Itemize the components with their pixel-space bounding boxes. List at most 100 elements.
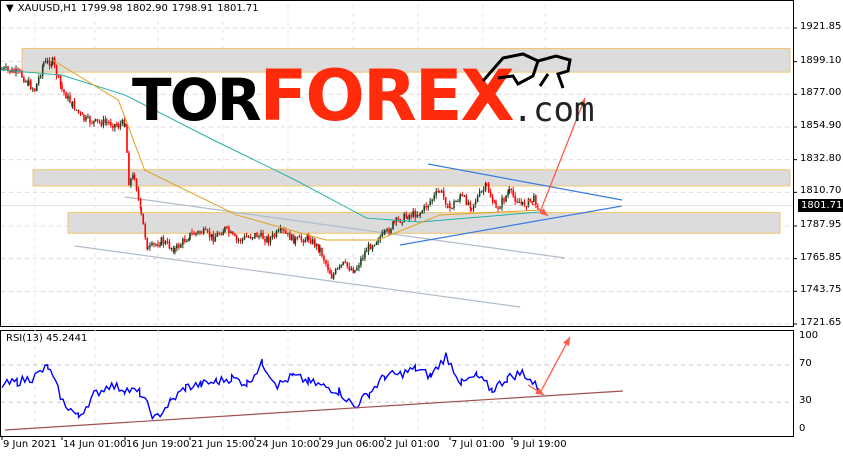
time-tick-label: 24 Jun 10:00	[256, 439, 320, 450]
price-candle	[344, 261, 347, 263]
price-candle	[437, 191, 440, 193]
price-candle	[133, 175, 136, 179]
triangle-line-upper	[427, 163, 623, 201]
price-candle	[176, 244, 178, 249]
price-candle	[373, 244, 376, 246]
price-candle	[159, 245, 161, 247]
price-candle	[350, 268, 353, 271]
price-candle	[199, 231, 201, 233]
price-candle	[279, 228, 282, 231]
triangle-down-icon[interactable]: ▼	[6, 3, 14, 14]
price-candle	[470, 208, 473, 210]
price-candle	[533, 195, 535, 202]
price-candle	[166, 241, 169, 243]
price-candle	[164, 241, 167, 244]
logo-forex: FOREX	[259, 55, 515, 137]
price-candle	[423, 205, 426, 211]
price-candle	[27, 80, 29, 86]
price-candle	[35, 83, 38, 92]
price-candle	[348, 266, 351, 271]
price-candle	[180, 244, 182, 248]
price-candle	[137, 190, 140, 199]
price-candle	[336, 268, 339, 270]
price-candle	[472, 204, 475, 209]
price-candle	[100, 121, 103, 126]
price-candle	[275, 231, 278, 237]
price-candle	[457, 201, 459, 203]
price-candle	[29, 80, 32, 90]
support-resistance-zone	[21, 47, 791, 73]
price-candle	[401, 222, 404, 224]
price-candle	[429, 201, 432, 206]
price-candle	[408, 215, 411, 219]
price-candle	[467, 202, 470, 205]
price-candle	[210, 234, 213, 238]
price-candle	[77, 109, 80, 113]
price-candle	[214, 236, 217, 242]
price-candle	[37, 77, 40, 84]
price-candle	[91, 122, 93, 124]
price-candle	[264, 239, 266, 242]
price-candle	[193, 233, 195, 235]
forecast-arrow-up-head	[578, 98, 586, 107]
price-candle	[421, 210, 424, 214]
price-candle	[330, 273, 333, 279]
price-candle	[112, 125, 114, 128]
price-candle	[188, 238, 190, 241]
price-candle	[126, 123, 128, 153]
price-candle	[369, 244, 372, 250]
rsi-tick-label: 70	[799, 357, 812, 369]
price-candle	[269, 237, 272, 243]
price-candle	[108, 122, 110, 124]
forecast-arrow-up	[539, 97, 586, 213]
price-candle	[273, 234, 276, 237]
price-candle	[153, 243, 155, 245]
symbol-label: XAUUSD,H1	[17, 3, 78, 14]
rsi-label: RSI(13) 45.2441	[6, 333, 88, 344]
price-candle	[514, 195, 516, 202]
close-value: 1801.71	[217, 3, 259, 14]
price-candle	[356, 267, 358, 271]
price-candle	[315, 244, 318, 247]
support-resistance-zone	[32, 169, 791, 187]
price-candle	[482, 189, 485, 192]
rsi-panel-frame	[0, 330, 794, 437]
price-tick-label: 1810.70	[800, 185, 842, 197]
price-candle	[128, 152, 130, 186]
price-candle	[220, 234, 223, 236]
price-tick-label: 1765.85	[800, 251, 842, 263]
price-candle	[218, 233, 221, 235]
price-candle	[232, 231, 234, 235]
price-candle	[1, 69, 3, 71]
price-candle	[224, 226, 226, 232]
time-tick-label: 29 Jun 06:00	[321, 439, 385, 450]
price-candle	[119, 124, 122, 128]
price-candle	[61, 85, 63, 90]
price-candle	[478, 191, 481, 197]
price-candle	[139, 198, 142, 208]
time-tick-label: 7 Jul 01:00	[451, 439, 505, 450]
price-candle	[7, 66, 9, 70]
price-candle	[516, 201, 518, 203]
price-candle	[106, 122, 108, 124]
chart-header: ▼ XAUUSD,H1 1799.98 1802.90 1798.91 1801…	[6, 3, 259, 14]
price-candle	[283, 229, 285, 232]
price-candle	[46, 60, 49, 62]
price-candle	[435, 191, 438, 196]
price-tick-label: 1921.85	[800, 21, 842, 32]
price-candle	[298, 236, 301, 238]
price-candle	[431, 199, 434, 202]
logo-com: .com	[512, 90, 595, 130]
price-candle	[19, 70, 21, 72]
price-candle	[23, 77, 25, 83]
price-candle	[104, 119, 107, 123]
price-candle	[375, 241, 378, 245]
price-candle	[358, 265, 360, 268]
price-candle	[155, 244, 157, 246]
price-candle	[371, 245, 374, 250]
price-candle	[57, 75, 60, 77]
time-tick-label: 16 Jun 19:00	[126, 439, 190, 450]
price-candle	[17, 69, 19, 71]
price-tick-label: 1832.80	[800, 152, 842, 164]
